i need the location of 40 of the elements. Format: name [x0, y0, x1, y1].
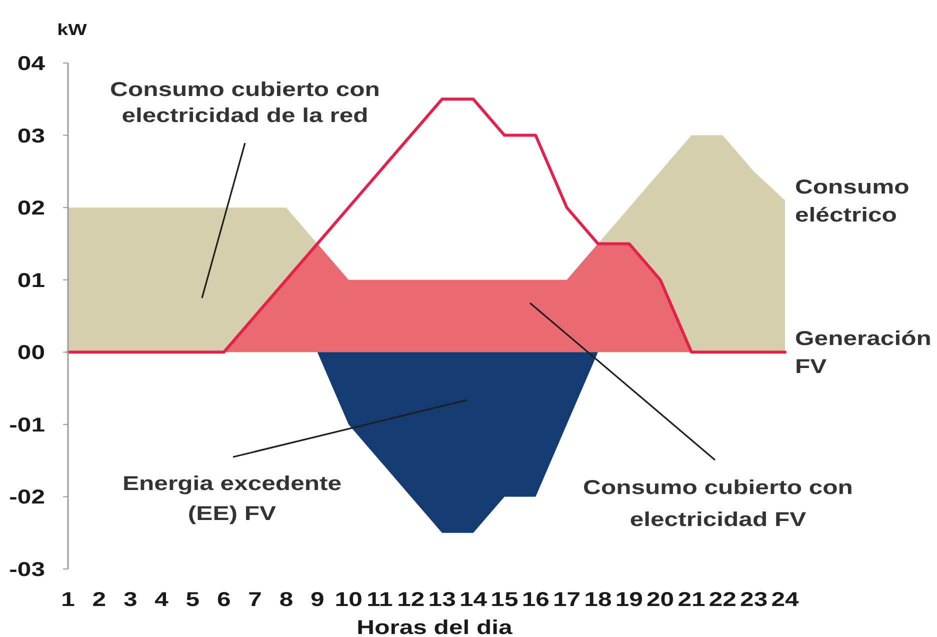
x-tick-label: 5: [186, 588, 200, 610]
x-tick-label: 9: [310, 588, 324, 610]
y-tick-label: 04: [17, 52, 46, 74]
y-tick-label: 03: [17, 124, 45, 147]
x-tick-label: 2: [92, 588, 106, 610]
x-tick-label: 16: [522, 588, 550, 610]
y-axis-title: kW: [57, 20, 87, 39]
x-tick-label: 19: [615, 588, 643, 610]
x-tick-label: 14: [459, 588, 488, 610]
line-series: [66, 98, 786, 354]
x-tick-label: 22: [708, 588, 736, 610]
x-tick-label: 10: [334, 588, 362, 610]
x-tick-label: 3: [123, 588, 138, 610]
y-tick-label: 01: [17, 269, 45, 292]
x-tick-label: 4: [154, 588, 169, 610]
x-tick-label: 21: [678, 588, 706, 610]
y-tick-label: 02: [17, 196, 45, 220]
x-tick-label: 17: [552, 588, 581, 610]
annotation: Consumo cubierto con electricidad FV: [583, 476, 853, 530]
x-tick-label: 20: [646, 588, 674, 610]
series-label: Generación FV: [795, 327, 932, 378]
y-tick-label: 00: [17, 341, 45, 364]
series-label: Consumo eléctrico: [795, 176, 910, 226]
annotation: Energia excedente (EE) FV: [122, 472, 342, 524]
annotation: Consumo cubierto con electricidad de la red: [110, 78, 380, 126]
x-tick-label: 12: [397, 588, 425, 610]
y-tick-label: -01: [9, 414, 45, 436]
x-tick-label: 18: [584, 588, 612, 610]
x-tick-label: 1: [61, 588, 75, 610]
x-tick-label: 13: [428, 588, 456, 610]
x-axis-title: Horas del dia: [356, 616, 513, 637]
y-tick-label: -03: [9, 558, 45, 580]
x-tick-label: 11: [366, 588, 393, 610]
x-tick-label: 8: [279, 588, 294, 610]
x-tick-label: 24: [771, 588, 800, 610]
x-tick-label: 23: [740, 588, 768, 610]
x-tick-label: 6: [216, 588, 231, 610]
x-tick-label: 7: [248, 588, 262, 610]
x-tick-label: 15: [490, 588, 518, 610]
y-tick-label: -02: [9, 486, 45, 508]
